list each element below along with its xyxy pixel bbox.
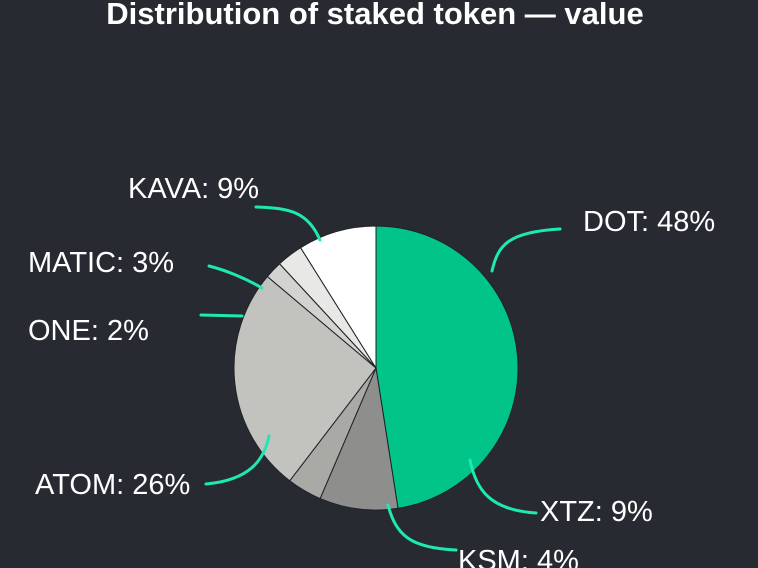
pie-slice-dot: [375, 225, 519, 509]
slices-layer: [233, 225, 519, 511]
leader-line-xtz: [468, 458, 538, 515]
leader-line-ksm: [386, 503, 458, 552]
slice-label-xtz: XTZ: 9%: [540, 496, 653, 528]
leader-line-one: [199, 313, 244, 318]
pie-slice-xtz: [319, 366, 399, 511]
chart-title: Distribution of staked token — value: [106, 0, 643, 31]
slice-label-dot: DOT: 48%: [583, 206, 715, 238]
labels-layer: DOT: 48% XTZ: 9% KSM: 4% ATOM: 26% ONE: 2% MA…: [28, 173, 715, 568]
slice-label-matic: MATIC: 3%: [28, 247, 174, 279]
pie-slice-kava: [299, 225, 377, 370]
slice-label-atom: ATOM: 26%: [35, 469, 190, 501]
leader-lines-layer: [199, 205, 562, 552]
leader-line-dot: [490, 227, 562, 273]
leader-line-atom: [204, 434, 271, 486]
leader-line-kava: [254, 205, 322, 242]
leader-line-matic: [207, 264, 264, 290]
slice-label-ksm: KSM: 4%: [458, 545, 579, 568]
slice-label-one: ONE: 2%: [28, 315, 149, 347]
pie-slice-atom: [233, 275, 377, 482]
slice-label-kava: KAVA: 9%: [128, 173, 259, 205]
